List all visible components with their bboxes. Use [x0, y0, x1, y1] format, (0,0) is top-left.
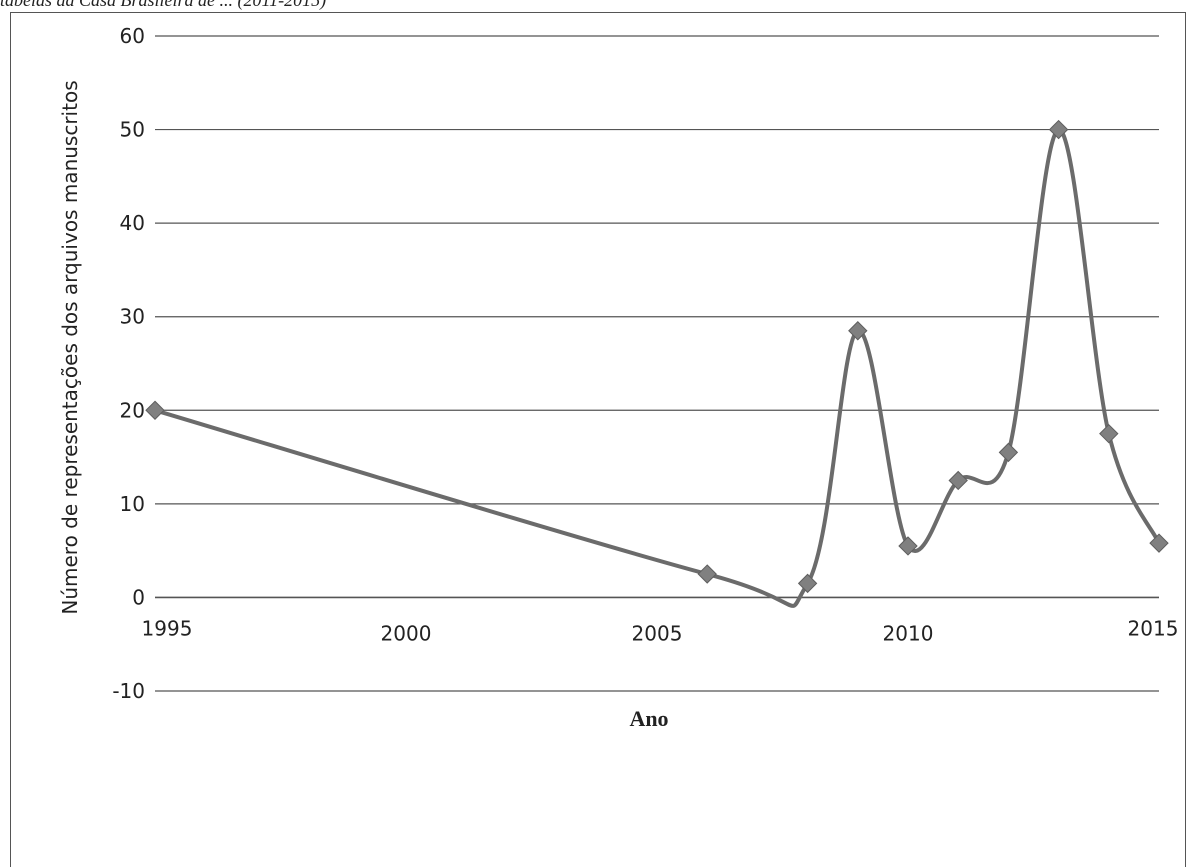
data-point-2008: [797, 573, 818, 594]
y-tick-label: 0: [132, 585, 145, 609]
data-point-2012: [998, 442, 1019, 463]
y-tick-label: 60: [120, 24, 145, 48]
series-line: [153, 127, 1161, 608]
x-tick-label: 2015: [1128, 616, 1179, 640]
y-axis-title: Número de representações dos arquivos ma…: [58, 80, 82, 614]
data-point-2009: [848, 321, 868, 341]
data-point-2011: [948, 470, 968, 491]
data-point-2014: [1099, 423, 1119, 444]
y-tick-labels: -10 0 10 20 30 40 50 60: [112, 24, 145, 703]
x-tick-label: 2005: [632, 621, 683, 645]
x-tick-labels: 1995 2000 2005 2010 2015: [142, 616, 1179, 645]
data-point-2010: [898, 536, 918, 556]
y-tick-label: -10: [112, 679, 145, 703]
x-tick-label: 2010: [883, 621, 934, 645]
data-point-2013: [1048, 119, 1069, 140]
x-axis-title: Ano: [629, 706, 668, 731]
data-point-1995: [145, 400, 165, 420]
gridlines: [155, 35, 1159, 692]
data-markers: [145, 119, 1169, 594]
x-tick-label: 1995: [142, 616, 193, 640]
y-tick-label: 40: [120, 211, 145, 235]
x-tick-label: 2000: [381, 621, 432, 645]
y-tick-label: 30: [120, 305, 145, 329]
chart-frame: -10 0 10 20 30 40 50 60 1995 2000 2005 2010 2015 Nú…: [10, 12, 1186, 867]
y-tick-label: 50: [120, 118, 145, 142]
y-tick-label: 20: [120, 398, 145, 422]
figure-caption: tabelas da Casa Brasileira de ... (2011-…: [0, 0, 327, 10]
data-point-2015: [1149, 533, 1169, 553]
y-tick-label: 10: [120, 492, 145, 516]
line-chart: -10 0 10 20 30 40 50 60 1995 2000 2005 2010 2015 Nú…: [58, 24, 1179, 731]
data-point-2006: [697, 564, 717, 584]
